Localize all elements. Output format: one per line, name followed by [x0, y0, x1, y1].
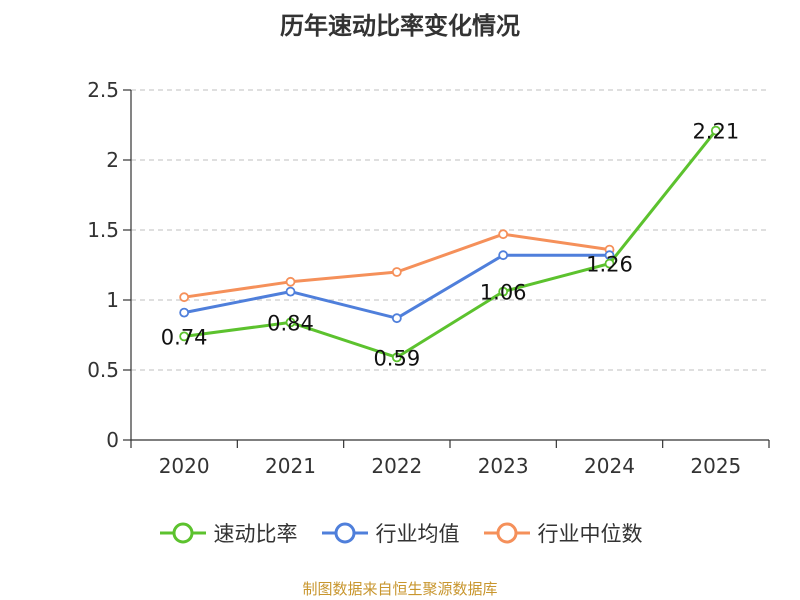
series-line-2: [183, 232, 610, 299]
y-tick-label: 1.5: [87, 218, 119, 242]
series-point-0: [179, 331, 190, 342]
x-tick-label: 2023: [478, 454, 529, 478]
legend-swatch-quick-ratio-icon: [159, 522, 206, 544]
y-tick-label: 1: [106, 288, 119, 312]
y-tick-label: 2: [106, 148, 119, 172]
x-tick-label: 2021: [265, 454, 316, 478]
axis-layer: 0 0.5 1 1.5 2 2.5 2020 2021 2022 2023 2024 2025: [87, 78, 770, 478]
legend-swatch-industry-median-icon: [483, 522, 530, 544]
series-point-0: [710, 125, 721, 136]
series-point-0: [391, 352, 402, 363]
series-line-0: [183, 129, 718, 359]
y-tick-label: 0: [106, 428, 119, 452]
legend-label-industry-median: 行业中位数: [537, 522, 643, 546]
grid-layer: [131, 89, 769, 371]
y-tick-label: 0.5: [87, 358, 119, 382]
series-layer: [179, 125, 721, 363]
series-point-2: [179, 292, 190, 303]
chart-title: 历年速动比率变化情况: [280, 12, 520, 40]
series-point-0: [285, 317, 296, 328]
data-label: 2.21: [692, 120, 739, 144]
legend-item-industry-mean[interactable]: 行业均值: [320, 518, 460, 548]
legend-item-quick-ratio[interactable]: 速动比率: [158, 518, 298, 548]
data-label: 0.74: [161, 325, 208, 349]
series-point-2: [285, 276, 296, 287]
series-point-2: [391, 267, 402, 277]
source-note: 制图数据来自恒生聚源数据库: [302, 580, 498, 598]
series-point-0: [498, 286, 509, 297]
x-tick-label: 2022: [371, 454, 422, 478]
legend: 速动比率 行业均值 行业中位数: [0, 518, 800, 548]
x-tick-label: 2024: [584, 454, 635, 478]
data-label: 1.26: [586, 253, 633, 277]
legend-label-industry-mean: 行业均值: [375, 522, 460, 546]
series-point-1: [391, 313, 402, 324]
data-label: 0.84: [267, 311, 314, 335]
series-point-2: [498, 229, 509, 240]
x-tick-label: 2020: [159, 454, 210, 478]
y-tick-label: 2.5: [87, 78, 119, 102]
x-tick-label: 2025: [690, 454, 741, 478]
series-point-1: [285, 286, 296, 297]
data-label-layer: 0.74 0.84 0.59 1.06 1.26 2.21: [161, 120, 739, 371]
series-point-0: [604, 258, 615, 269]
legend-swatch-industry-mean-icon: [321, 522, 368, 544]
data-label: 1.06: [480, 281, 527, 305]
legend-item-industry-median[interactable]: 行业中位数: [482, 518, 643, 548]
legend-label-quick-ratio: 速动比率: [213, 522, 298, 546]
series-point-1: [179, 307, 190, 318]
data-label: 0.59: [373, 346, 420, 370]
series-point-1: [498, 250, 509, 261]
